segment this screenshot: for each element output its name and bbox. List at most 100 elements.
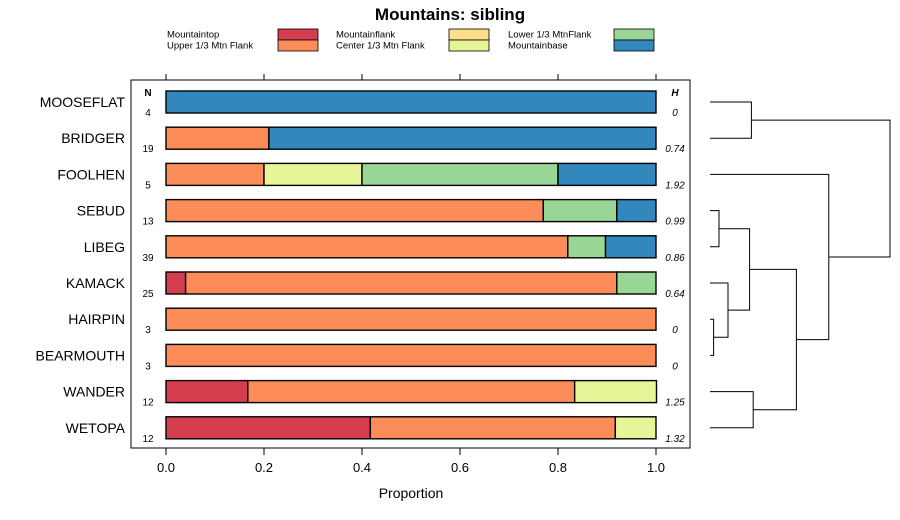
bar-segment-upper-1-3-mtn-flank: [247, 379, 576, 404]
chart-title: Mountains: sibling: [375, 5, 525, 24]
legend-swatch-upper-1-3-mtn-flank: [277, 39, 319, 52]
dendrogram-merge-2: [710, 210, 720, 248]
bar-segment-upper-1-3-mtn-flank: [184, 271, 618, 295]
bar-segment-mountainbase: [268, 126, 657, 150]
row-label: SEBUD: [77, 203, 125, 219]
row-label: WETOPA: [66, 420, 126, 436]
n-value: 4: [145, 108, 151, 119]
dendrogram-merge-6: [710, 391, 754, 429]
legend-label-mountainflank: Mountainflank: [336, 30, 395, 41]
x-tick-label: 0.8: [549, 460, 567, 475]
n-value: 5: [145, 180, 151, 191]
n-column-header: N: [144, 88, 151, 99]
x-tick-label: 0.4: [353, 460, 371, 475]
bar-segment-upper-1-3-mtn-flank: [165, 235, 569, 259]
bar-segment-mountainbase: [616, 198, 657, 223]
x-axis-title: Proportion: [379, 485, 444, 501]
bar-segment-lower-1-3-mtnflank: [616, 271, 657, 295]
bar-row-mooseflat: MOOSEFLAT 4 0: [40, 90, 678, 119]
x-tick-label: 0.0: [157, 460, 175, 475]
row-label: BEARMOUTH: [36, 347, 125, 363]
legend-label-mountaintop: Mountaintop: [167, 30, 219, 41]
legend-label-lower-1-3-mtnflank: Lower 1/3 MtnFlank: [508, 30, 592, 41]
h-value: 0: [672, 325, 678, 336]
bar-row-libeg: LIBEG 39 0.86: [84, 235, 685, 264]
legend-swatch-lower-1-3-mtnflank: [613, 28, 655, 41]
bar-segment-lower-1-3-mtnflank: [567, 235, 607, 259]
bar-row-bearmouth: BEARMOUTH 3 0: [36, 343, 678, 372]
legend-swatch-mountaintop: [277, 28, 319, 41]
legend-swatch-center-1-3-mtn-flank: [448, 39, 490, 52]
n-value: 19: [142, 144, 154, 155]
dendrogram-merge-1: [710, 318, 715, 356]
h-value: 1.92: [665, 180, 685, 191]
h-value: 0.99: [665, 217, 685, 228]
n-value: 12: [142, 434, 154, 445]
row-label: BRIDGER: [61, 130, 125, 146]
bar-segment-upper-1-3-mtn-flank: [165, 198, 544, 223]
bar-segment-mountaintop: [165, 416, 372, 440]
bar-segment-lower-1-3-mtnflank: [542, 198, 618, 223]
bar-segment-mountainbase: [557, 162, 657, 187]
legend-swatch-mountainbase: [613, 39, 655, 52]
legend-label-center-1-3-mtn-flank: Center 1/3 Mtn Flank: [336, 41, 425, 52]
bar-segment-upper-1-3-mtn-flank: [165, 343, 657, 368]
bar-segment-center-1-3-mtn-flank: [614, 416, 657, 440]
bar-row-bridger: BRIDGER 19 0.74: [61, 126, 685, 155]
bar-segment-upper-1-3-mtn-flank: [165, 126, 270, 150]
bar-segment-upper-1-3-mtn-flank: [165, 162, 265, 187]
row-label: FOOLHEN: [57, 166, 125, 182]
x-axis: 0.0 0.2 0.4 0.6 0.8 1.0: [157, 74, 665, 475]
row-label: MOOSEFLAT: [40, 94, 126, 110]
n-value: 3: [145, 361, 151, 372]
row-label: KAMACK: [66, 275, 126, 291]
x-tick-label: 0.2: [255, 460, 273, 475]
dendrogram-merge-5: [710, 101, 752, 139]
bars: MOOSEFLAT 4 0 BRIDGER 19 0.74 FOOLHEN 5 1.92 SEBU…: [36, 90, 685, 445]
row-label: LIBEG: [84, 239, 125, 255]
legend-label-mountainbase: Mountainbase: [508, 41, 568, 52]
bar-segment-upper-1-3-mtn-flank: [165, 307, 657, 331]
row-label: WANDER: [63, 384, 125, 400]
h-value: 1.32: [665, 434, 685, 445]
legend-label-upper-1-3-mtn-flank: Upper 1/3 Mtn Flank: [167, 41, 253, 52]
n-value: 3: [145, 325, 151, 336]
dendrogram-merge-3: [710, 282, 729, 338]
n-value: 39: [142, 253, 154, 264]
h-value: 0: [672, 361, 678, 372]
bar-segment-center-1-3-mtn-flank: [263, 162, 363, 187]
h-column-header: H: [671, 88, 679, 99]
h-value: 0: [672, 108, 678, 119]
dendrogram-merge-7: [749, 268, 797, 411]
h-value: 0.64: [665, 289, 685, 300]
bar-segment-mountaintop: [165, 379, 249, 404]
dendrogram-merge-9: [751, 119, 891, 258]
bar-row-hairpin: HAIRPIN 3 0: [68, 307, 678, 336]
n-value: 13: [142, 217, 154, 228]
h-value: 1.25: [665, 398, 685, 409]
bar-segment-center-1-3-mtn-flank: [573, 379, 658, 404]
bar-segment-mountaintop: [165, 271, 187, 295]
dendrogram-merge-4: [719, 228, 751, 311]
bar-row-foolhen: FOOLHEN 5 1.92: [57, 162, 685, 191]
h-value: 0.86: [665, 253, 685, 264]
n-value: 12: [142, 398, 154, 409]
plot-panel: [130, 79, 691, 449]
bar-segment-lower-1-3-mtnflank: [361, 162, 559, 187]
row-label: HAIRPIN: [68, 311, 125, 327]
bar-row-sebud: SEBUD 13 0.99: [77, 198, 685, 228]
dendrogram: [710, 101, 891, 429]
x-tick-label: 0.6: [451, 460, 469, 475]
bar-segment-mountainbase: [604, 235, 657, 259]
bar-segment-upper-1-3-mtn-flank: [369, 416, 617, 440]
bar-row-wander: WANDER 12 1.25: [63, 379, 685, 409]
legend-swatch-mountainflank: [448, 28, 490, 41]
bar-row-kamack: KAMACK 25 0.64: [66, 271, 685, 300]
n-value: 25: [142, 289, 154, 300]
bar-row-wetopa: WETOPA 12 1.32: [66, 416, 685, 445]
bar-segment-mountainbase: [165, 90, 657, 114]
x-tick-label: 1.0: [647, 460, 665, 475]
h-value: 0.74: [665, 144, 685, 155]
